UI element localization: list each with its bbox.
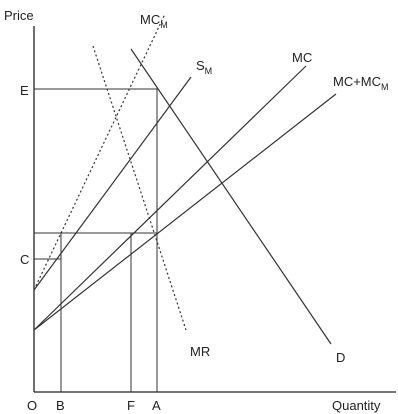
demand-label: D [336,350,345,365]
guide-e-a [34,88,158,392]
mr-curve [92,45,187,331]
mc-m-label: MCM [140,12,168,30]
demand-curve [130,48,332,345]
mr-label: MR [190,344,210,359]
s-m-curve [33,76,192,291]
price-label-c: C [20,252,29,267]
y-axis-label: Price [4,8,34,23]
mc-label: MC [292,50,312,65]
mc-plus-mc-m-label: MC+MCM [333,74,389,92]
origin-label: O [27,398,37,413]
s-m-label: SM [196,58,212,76]
quantity-label-b: B [56,398,65,413]
quantity-label-a: A [152,398,161,413]
mc-plus-mc-m-curve [33,93,337,331]
mc-curve [33,65,307,331]
price-label-e: E [20,83,29,98]
mc-m-curve [33,13,166,291]
quantity-label-f: F [127,398,135,413]
x-axis-label: Quantity [332,398,381,413]
